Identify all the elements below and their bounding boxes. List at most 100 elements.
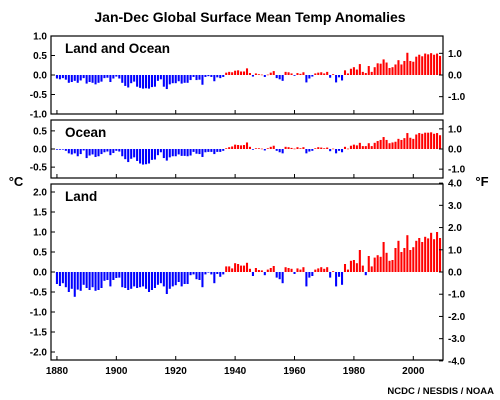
bar-ocean-1887 xyxy=(76,149,79,157)
bar-ocean-1884 xyxy=(67,149,70,154)
bar-ocean-1885 xyxy=(70,149,73,155)
bar-land-and-ocean-1984 xyxy=(364,73,367,75)
left-tick-label: 0.5 xyxy=(33,248,47,259)
bar-land-1947 xyxy=(254,268,257,272)
bar-land-1998 xyxy=(406,235,409,272)
bar-land-1914 xyxy=(156,272,159,285)
bar-land-and-ocean-1891 xyxy=(88,75,91,83)
bar-land-1911 xyxy=(147,272,151,292)
bar-ocean-1982 xyxy=(358,142,361,149)
bar-land-and-ocean-1974 xyxy=(335,75,338,83)
bar-land-1977 xyxy=(343,264,347,272)
bar-ocean-1995 xyxy=(397,138,400,149)
bar-land-and-ocean-1931 xyxy=(207,75,210,77)
bar-land-and-ocean-1993 xyxy=(391,67,394,75)
bar-land-and-ocean-1941 xyxy=(237,70,240,75)
bar-land-1991 xyxy=(385,252,388,272)
bar-land-and-ocean-1972 xyxy=(329,75,332,78)
bar-land-1963 xyxy=(302,267,305,272)
bar-ocean-2005 xyxy=(427,132,430,149)
bar-land-1972 xyxy=(329,272,332,278)
bar-land-1920 xyxy=(174,272,177,286)
bar-land-and-ocean-1947 xyxy=(254,73,257,75)
left-tick-label: 0.5 xyxy=(33,51,47,62)
bar-land-1936 xyxy=(222,272,225,275)
bar-land-1968 xyxy=(317,268,320,272)
bar-ocean-1986 xyxy=(370,146,373,149)
panels-layer: 1.0 0.5 0.0 -0.5 -1.0 1.0 0.0 -1.0 Land and Ocea… xyxy=(30,32,466,378)
x-tick-label: 1880 xyxy=(46,366,69,377)
bar-land-and-ocean-1883 xyxy=(64,75,67,80)
bar-land-and-ocean-1956 xyxy=(281,75,284,81)
bar-land-1938 xyxy=(228,266,231,272)
bar-ocean-2007 xyxy=(433,133,436,149)
left-tick-label: 1.0 xyxy=(33,32,47,43)
bar-ocean-1974 xyxy=(335,149,338,154)
left-tick-label: -1.0 xyxy=(30,308,48,319)
bar-land-1955 xyxy=(278,272,281,280)
bar-land-1901 xyxy=(118,272,121,278)
bar-land-and-ocean-1946 xyxy=(251,75,254,77)
panel-land-and-ocean: 1.0 0.5 0.0 -0.5 -1.0 1.0 0.0 -1.0 Land and Ocea… xyxy=(30,32,466,121)
bar-land-and-ocean-1901 xyxy=(118,75,121,79)
bar-land-and-ocean-1898 xyxy=(109,75,112,83)
bar-land-and-ocean-1965 xyxy=(308,75,311,79)
bar-land-1880 xyxy=(55,272,58,284)
left-tick-label: 2.0 xyxy=(33,188,47,199)
bar-land-and-ocean-1990 xyxy=(382,59,385,75)
bar-land-and-ocean-1887 xyxy=(76,75,79,83)
bar-land-1946 xyxy=(251,272,254,276)
bar-land-1892 xyxy=(91,272,94,288)
bar-ocean-1943 xyxy=(243,145,246,149)
left-tick-label: 0.0 xyxy=(33,71,47,82)
bar-ocean-1965 xyxy=(308,149,311,152)
bar-ocean-1960 xyxy=(293,148,296,150)
bar-ocean-1990 xyxy=(382,137,385,149)
bar-land-1987 xyxy=(373,257,376,272)
bar-ocean-2002 xyxy=(418,133,421,149)
bar-land-1891 xyxy=(88,272,91,290)
bar-land-and-ocean-1885 xyxy=(70,75,73,83)
bar-land-1939 xyxy=(231,268,234,272)
bar-land-and-ocean-2004 xyxy=(424,53,427,75)
bar-land-and-ocean-1925 xyxy=(189,75,192,81)
bar-land-1984 xyxy=(364,272,367,276)
bar-land-1979 xyxy=(349,260,352,272)
bar-ocean-1893 xyxy=(94,149,97,157)
bar-land-1881 xyxy=(58,272,61,286)
bar-land-1997 xyxy=(403,248,406,272)
bar-ocean-1932 xyxy=(210,149,213,152)
bar-land-and-ocean-1906 xyxy=(133,75,136,82)
bar-ocean-1977 xyxy=(343,146,347,149)
bar-land-1908 xyxy=(139,272,142,288)
bar-land-1959 xyxy=(290,268,293,272)
bar-land-1937 xyxy=(225,266,228,272)
bar-land-1905 xyxy=(130,272,133,289)
left-unit-label: °C xyxy=(9,174,24,189)
bar-ocean-1938 xyxy=(228,147,231,149)
bar-land-1917 xyxy=(165,272,168,294)
bar-land-1931 xyxy=(207,272,210,273)
right-tick-label: 1.0 xyxy=(448,124,462,135)
bar-land-and-ocean-2001 xyxy=(415,56,418,75)
bar-land-and-ocean-1933 xyxy=(213,75,216,82)
left-tick-label: 1.5 xyxy=(33,208,47,219)
bar-land-and-ocean-1951 xyxy=(266,74,269,76)
bar-land-and-ocean-1907 xyxy=(136,75,139,87)
bar-land-2006 xyxy=(430,232,433,272)
bar-ocean-1936 xyxy=(222,149,225,151)
bar-ocean-1998 xyxy=(406,133,409,149)
bar-ocean-1898 xyxy=(109,149,112,156)
bar-land-and-ocean-1894 xyxy=(97,75,100,83)
bar-land-and-ocean-1986 xyxy=(370,71,373,75)
bar-land-and-ocean-1893 xyxy=(94,75,97,85)
bar-land-and-ocean-1950 xyxy=(263,75,266,77)
bar-ocean-1969 xyxy=(320,147,323,149)
bar-ocean-1964 xyxy=(305,149,308,154)
bar-land-and-ocean-1982 xyxy=(358,64,361,75)
bar-land-and-ocean-1975 xyxy=(338,75,341,78)
bar-land-and-ocean-1903 xyxy=(124,75,127,86)
bar-land-1944 xyxy=(245,262,249,272)
bar-land-1919 xyxy=(171,272,174,287)
bar-ocean-1996 xyxy=(400,139,403,149)
